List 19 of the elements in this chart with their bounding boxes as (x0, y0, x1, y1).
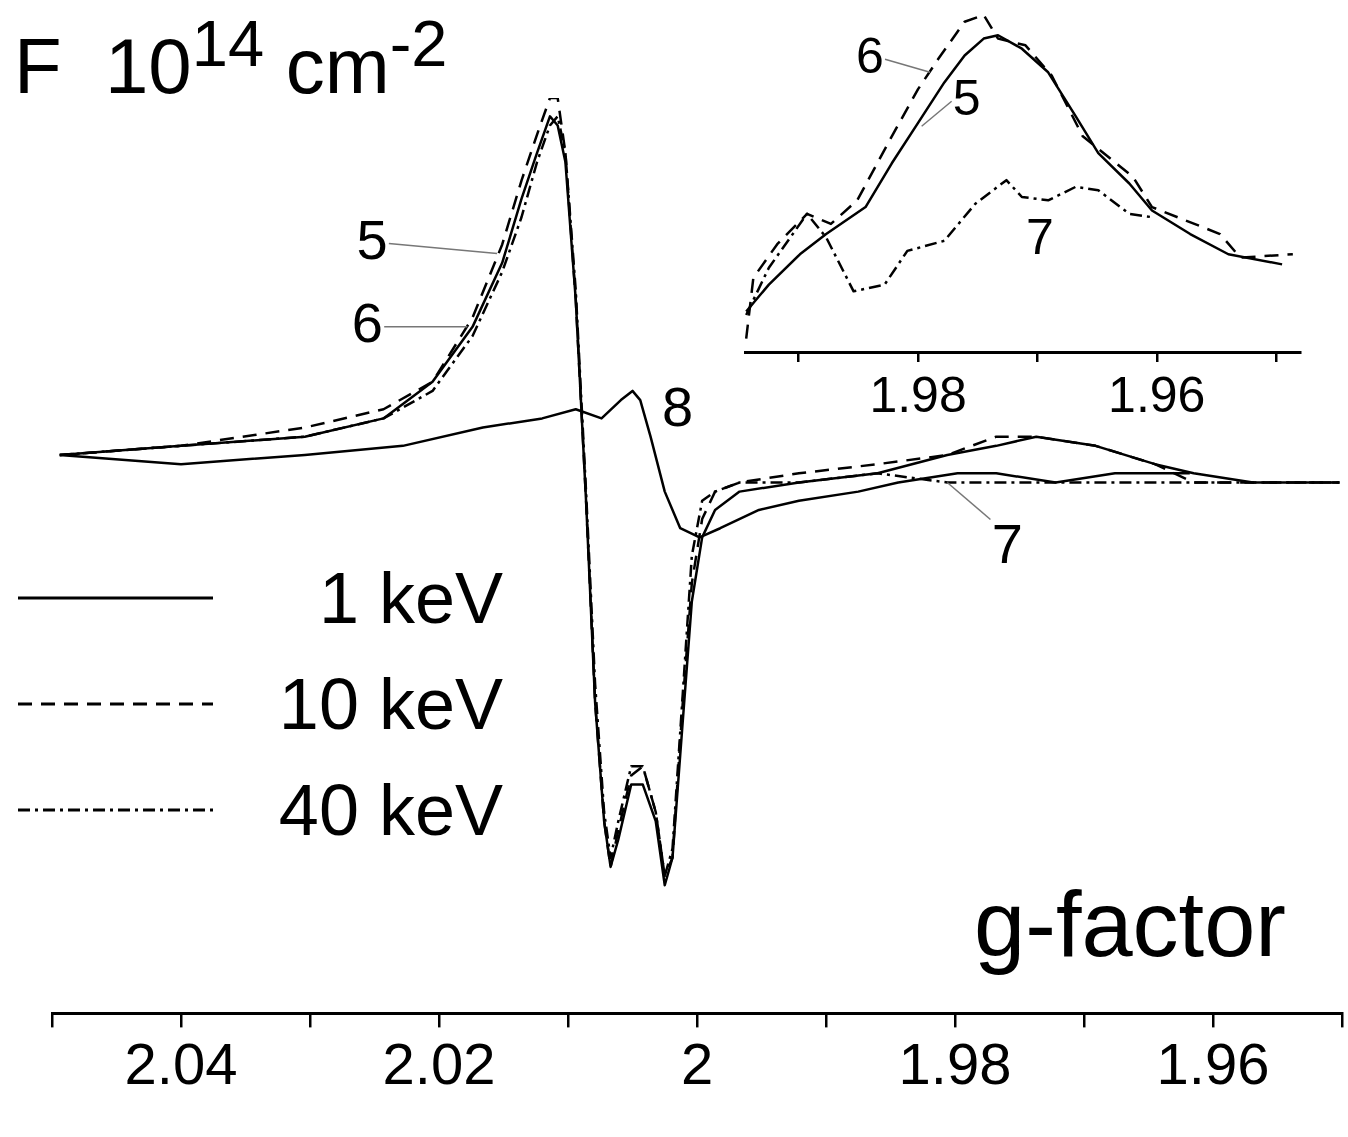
chart-title: F 10$^{14}$ cm$^{-2}$ (14, 7, 448, 110)
x-tick-label: 1.98 (869, 366, 967, 423)
annotation: 6 (351, 291, 383, 355)
x-axis-title: g-factor (974, 872, 1286, 977)
x-tick-label: 1.98 (898, 1031, 1012, 1097)
annotation: 7 (991, 511, 1023, 575)
legend-label: 10 keV (277, 663, 503, 745)
x-tick-label: 2 (680, 1031, 714, 1097)
annotation: 7 (1026, 208, 1054, 265)
x-tick-label: 1.96 (1156, 1031, 1270, 1097)
x-tick-label: 1.96 (1108, 366, 1206, 423)
x-tick-label: 2.04 (124, 1031, 238, 1097)
legend-label: 40 keV (277, 769, 503, 851)
annotation: 5 (952, 69, 981, 126)
annotation: 8 (661, 375, 694, 439)
legend-label: 1 keV (317, 557, 503, 639)
annotation: 6 (856, 28, 884, 85)
x-tick-label: 2.02 (382, 1031, 496, 1097)
annotation: 5 (356, 208, 388, 272)
